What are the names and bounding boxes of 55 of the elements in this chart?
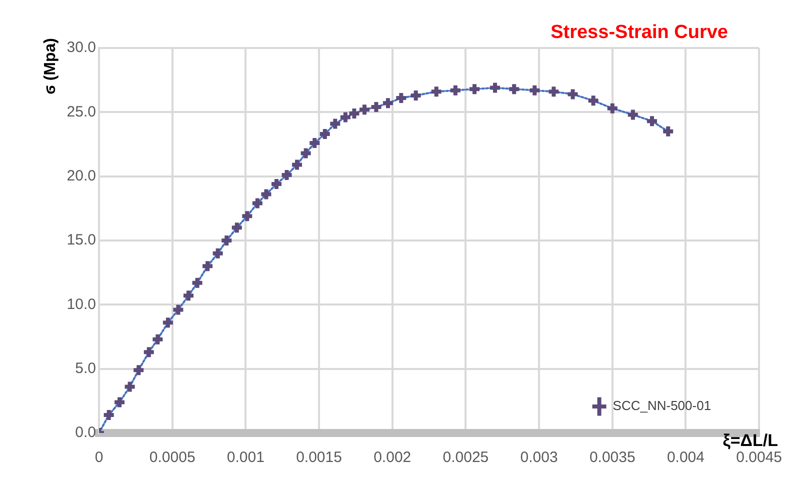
x-tick-label: 0.0005 <box>149 449 196 466</box>
point <box>448 83 462 98</box>
point <box>240 209 254 224</box>
y-tick-label: 25.0 <box>66 103 96 120</box>
x-tick-label: 0.0015 <box>296 449 342 466</box>
point <box>200 259 215 274</box>
point <box>290 158 304 172</box>
y-tick-label: 30.0 <box>66 39 96 56</box>
y-tick-label: 5.0 <box>75 360 96 377</box>
y-tick-label: 20.0 <box>66 167 96 184</box>
point <box>210 246 225 260</box>
point <box>190 276 204 290</box>
point <box>566 87 580 102</box>
point <box>644 114 659 128</box>
point <box>546 84 561 99</box>
point <box>250 196 264 210</box>
y-axis-title: ϭ (Mpa) <box>42 38 60 94</box>
point <box>468 82 482 96</box>
point <box>220 234 234 248</box>
point <box>380 96 395 110</box>
point <box>605 101 620 116</box>
point <box>507 82 522 96</box>
point <box>661 124 676 138</box>
x-tick-label: 0.0025 <box>442 449 489 466</box>
point <box>488 80 502 95</box>
y-tick-label: 0.0 <box>75 424 96 442</box>
point <box>142 345 156 360</box>
point <box>181 288 196 303</box>
chart-title: Stress-Strain Curve <box>550 22 728 44</box>
x-tick-label: 0.0045 <box>736 449 782 466</box>
point <box>112 395 127 410</box>
point <box>171 302 186 317</box>
point <box>298 146 313 160</box>
point <box>150 332 165 346</box>
x-tick-label: 0.001 <box>226 449 264 466</box>
point <box>122 380 137 394</box>
x-tick-label: 0.002 <box>374 449 412 466</box>
y-tick-label: 15.0 <box>66 232 96 249</box>
point <box>429 84 444 99</box>
point <box>259 187 274 202</box>
point <box>338 110 352 124</box>
point <box>626 108 640 122</box>
point <box>230 220 244 235</box>
point <box>328 116 342 131</box>
x-tick-label: 0.0035 <box>589 449 636 466</box>
y-tick-label: 10.0 <box>66 296 96 313</box>
x-tick-label: 0.003 <box>520 449 558 466</box>
legend-label: SCC_NN-500-01 <box>612 398 712 414</box>
point <box>132 363 146 378</box>
x-tick-label: 0.004 <box>666 449 704 466</box>
point <box>160 316 175 330</box>
x-tick-label: 0 <box>94 449 104 466</box>
point <box>528 83 542 98</box>
point <box>586 94 600 108</box>
x-axis-title: ξ=ΔL/L <box>722 431 778 451</box>
